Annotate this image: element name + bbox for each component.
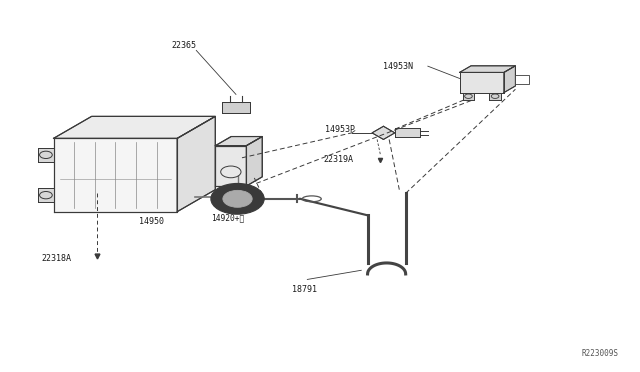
Polygon shape — [460, 73, 504, 93]
Text: 14920+Ⅱ: 14920+Ⅱ — [211, 214, 244, 223]
Polygon shape — [490, 93, 501, 100]
Polygon shape — [38, 188, 54, 202]
Text: R223009S: R223009S — [581, 349, 618, 358]
Polygon shape — [372, 126, 395, 140]
Text: 22365: 22365 — [171, 41, 196, 50]
Text: 22319A: 22319A — [323, 155, 353, 164]
Polygon shape — [504, 66, 515, 93]
Text: 22318A: 22318A — [42, 254, 72, 263]
Text: 14953P: 14953P — [325, 125, 355, 134]
Polygon shape — [215, 146, 246, 186]
Polygon shape — [395, 128, 420, 137]
Text: 14953N: 14953N — [383, 62, 413, 71]
Text: 14950: 14950 — [140, 218, 164, 227]
Circle shape — [211, 183, 264, 214]
Polygon shape — [246, 137, 262, 186]
Polygon shape — [54, 116, 215, 138]
FancyBboxPatch shape — [515, 75, 529, 84]
Polygon shape — [38, 148, 54, 162]
Polygon shape — [221, 102, 250, 113]
Polygon shape — [54, 138, 177, 212]
Text: 18791: 18791 — [292, 285, 317, 294]
Polygon shape — [215, 137, 262, 146]
Polygon shape — [460, 66, 515, 73]
Circle shape — [223, 190, 252, 207]
Polygon shape — [177, 116, 215, 212]
Polygon shape — [463, 93, 474, 100]
